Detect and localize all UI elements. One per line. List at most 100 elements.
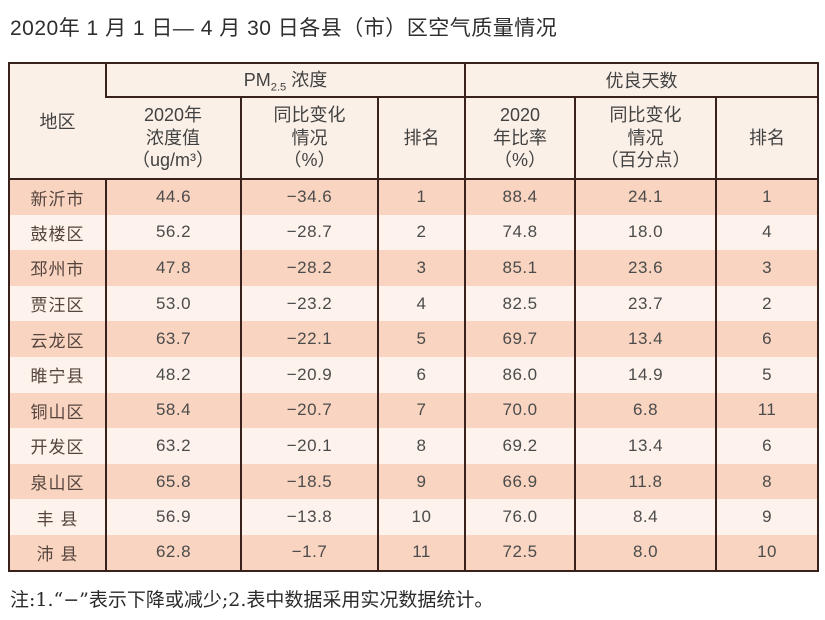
pm-value-cell: 48.2 — [105, 356, 241, 393]
good-rank-cell: 3 — [715, 250, 819, 286]
header-good-change: 同比变化 情况 （百分点） — [574, 97, 717, 180]
pm-rank-cell: 9 — [376, 463, 466, 500]
region-cell: 睢宁县 — [9, 356, 106, 393]
pm-change-cell: −23.2 — [240, 285, 378, 322]
good-rank-cell: 8 — [715, 463, 819, 500]
header-pm-group: PM2.5 浓度 — [104, 63, 466, 98]
good-change-cell: 13.4 — [574, 428, 717, 464]
pm-change-cell: −20.7 — [240, 392, 378, 429]
footnote: 注:1.“−”表示下降或减少;2.表中数据采用实况数据统计。 — [10, 588, 494, 611]
table-row: 泉山区 65.8 −18.5 9 66.9 11.8 8 — [9, 463, 819, 500]
pm-rank-cell: 6 — [376, 356, 466, 393]
pm-change-cell: −22.1 — [240, 321, 378, 357]
table-row: 沛 县 62.8 −1.7 11 72.5 8.0 10 — [9, 534, 819, 571]
good-change-cell: 24.1 — [574, 179, 717, 215]
region-cell: 鼓楼区 — [9, 214, 106, 251]
region-cell: 新沂市 — [9, 179, 106, 215]
table-row: 新沂市 44.6 −34.6 1 88.4 24.1 1 — [9, 179, 819, 215]
good-rate-cell: 88.4 — [464, 179, 576, 215]
header-group-row: 地区 PM2.5 浓度 优良天数 — [9, 63, 819, 180]
pm-rank-cell: 8 — [376, 428, 466, 464]
pm-rank-cell: 11 — [376, 534, 466, 571]
good-change-cell: 23.6 — [574, 250, 717, 286]
pm-value-cell: 53.0 — [105, 285, 241, 322]
pm-label-subscript: 2.5 — [270, 81, 287, 94]
good-rank-cell: 6 — [715, 321, 819, 357]
pm-value-cell: 63.7 — [105, 321, 241, 357]
table-row: 贾汪区 53.0 −23.2 4 82.5 23.7 2 — [9, 285, 819, 322]
good-change-cell: 18.0 — [574, 214, 717, 251]
good-rate-cell: 74.8 — [464, 214, 576, 251]
good-change-cell: 23.7 — [574, 285, 717, 322]
pm-change-cell: −13.8 — [240, 499, 378, 535]
pm-change-cell: −20.1 — [240, 428, 378, 464]
pm-label-suffix: 浓度 — [286, 70, 328, 91]
pm-value-cell: 47.8 — [105, 250, 241, 286]
good-rate-cell: 70.0 — [464, 392, 576, 429]
good-rate-cell: 66.9 — [464, 463, 576, 500]
header-region: 地区 — [9, 63, 106, 180]
good-change-cell: 6.8 — [574, 392, 717, 429]
pm-value-cell: 65.8 — [105, 463, 241, 500]
pm-value-cell: 62.8 — [105, 534, 241, 571]
air-quality-table: 地区 PM2.5 浓度 优良天数 2020年 浓度值 （ug/m³） 同比变化 … — [8, 62, 820, 572]
good-change-cell: 11.8 — [574, 463, 717, 500]
pm-rank-cell: 3 — [376, 250, 466, 286]
header-pm-rank: 排名 — [376, 97, 466, 180]
table-row: 丰 县 56.9 −13.8 10 76.0 8.4 9 — [9, 499, 819, 535]
region-cell: 泉山区 — [9, 463, 106, 500]
good-rank-cell: 9 — [715, 499, 819, 535]
table-header: 地区 PM2.5 浓度 优良天数 2020年 浓度值 （ug/m³） 同比变化 … — [9, 63, 819, 180]
pm-value-cell: 58.4 — [105, 392, 241, 429]
region-cell: 贾汪区 — [9, 285, 106, 322]
good-rate-cell: 69.7 — [464, 321, 576, 357]
page-title: 2020年 1 月 1 日— 4 月 30 日各县（市）区空气质量情况 — [10, 17, 558, 40]
pm-rank-cell: 5 — [376, 321, 466, 357]
region-cell: 铜山区 — [9, 392, 106, 429]
good-rate-cell: 86.0 — [464, 356, 576, 393]
pm-value-cell: 44.6 — [105, 179, 241, 215]
region-cell: 邳州市 — [9, 250, 106, 286]
pm-value-cell: 56.9 — [105, 499, 241, 535]
good-rank-cell: 5 — [715, 356, 819, 393]
good-rate-cell: 69.2 — [464, 428, 576, 464]
pm-change-cell: −34.6 — [240, 179, 378, 215]
pm-rank-cell: 2 — [376, 214, 466, 251]
header-good-rank: 排名 — [715, 97, 819, 180]
good-rank-cell: 2 — [715, 285, 819, 322]
pm-rank-cell: 4 — [376, 285, 466, 322]
good-rate-cell: 82.5 — [464, 285, 576, 322]
header-pm-change: 同比变化 情况 （%） — [240, 97, 378, 180]
good-rank-cell: 4 — [715, 214, 819, 251]
table-row: 开发区 63.2 −20.1 8 69.2 13.4 6 — [9, 428, 819, 464]
pm-rank-cell: 7 — [376, 392, 466, 429]
header-good-days-group: 优良天数 — [464, 63, 819, 98]
header-sub-row: 2020年 浓度值 （ug/m³） 同比变化 情况 （%） 排名 2020 年比… — [9, 97, 819, 180]
pm-change-cell: −18.5 — [240, 463, 378, 500]
region-cell: 沛 县 — [9, 534, 106, 571]
pm-rank-cell: 10 — [376, 499, 466, 535]
good-rank-cell: 11 — [715, 392, 819, 429]
header-pm-value: 2020年 浓度值 （ug/m³） — [106, 97, 241, 180]
pm-value-cell: 56.2 — [105, 214, 241, 251]
table-row: 睢宁县 48.2 −20.9 6 86.0 14.9 5 — [9, 356, 819, 393]
pm-rank-cell: 1 — [376, 179, 466, 215]
region-cell: 开发区 — [9, 428, 106, 464]
pm-change-cell: −20.9 — [240, 356, 378, 393]
good-change-cell: 8.0 — [574, 534, 717, 571]
table-row: 云龙区 63.7 −22.1 5 69.7 13.4 6 — [9, 321, 819, 357]
good-rank-cell: 1 — [715, 179, 819, 215]
region-cell: 云龙区 — [9, 321, 106, 357]
good-rate-cell: 76.0 — [464, 499, 576, 535]
good-rate-cell: 72.5 — [464, 534, 576, 571]
pm-label-prefix: PM — [243, 70, 271, 91]
good-rank-cell: 6 — [715, 428, 819, 464]
pm-change-cell: −1.7 — [240, 534, 378, 571]
pm-value-cell: 63.2 — [105, 428, 241, 464]
region-cell: 丰 县 — [9, 499, 106, 535]
table-row: 鼓楼区 56.2 −28.7 2 74.8 18.0 4 — [9, 214, 819, 251]
good-change-cell: 8.4 — [574, 499, 717, 535]
pm-change-cell: −28.2 — [240, 250, 378, 286]
good-rate-cell: 85.1 — [464, 250, 576, 286]
